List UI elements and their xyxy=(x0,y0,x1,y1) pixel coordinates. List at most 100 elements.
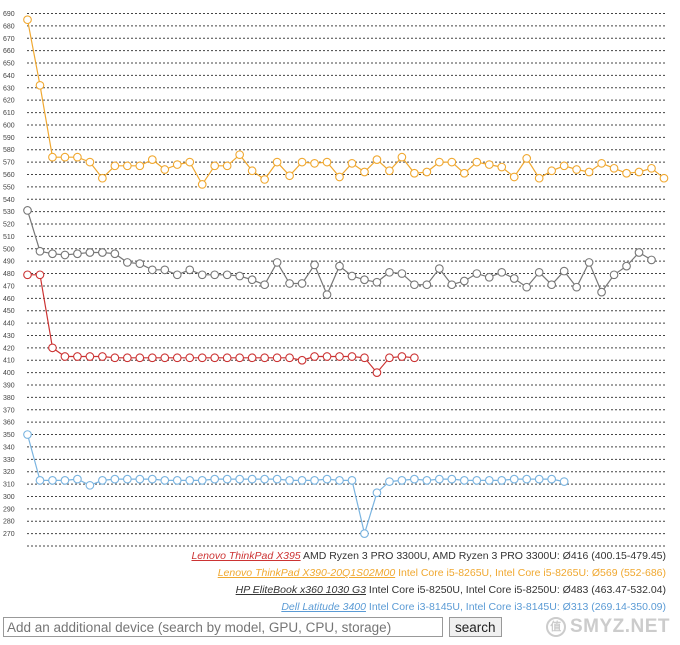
data-point xyxy=(347,352,357,361)
data-point xyxy=(147,474,157,484)
data-point xyxy=(197,180,207,189)
data-point xyxy=(285,279,294,288)
data-point xyxy=(60,352,70,361)
data-point xyxy=(73,474,82,484)
legend-device-link[interactable]: Dell Latitude 3400 xyxy=(281,601,366,613)
data-point xyxy=(260,175,269,184)
series-line-2 xyxy=(27,274,415,374)
y-tick-label: 410 xyxy=(3,358,15,365)
series-line-1 xyxy=(26,210,652,297)
data-point xyxy=(522,154,532,163)
data-point xyxy=(297,355,307,365)
y-tick-label: 380 xyxy=(3,395,15,402)
data-point xyxy=(197,270,207,280)
data-point xyxy=(497,476,507,485)
data-point xyxy=(160,165,170,174)
data-point xyxy=(459,168,469,178)
data-point xyxy=(260,280,269,290)
legend-entry-x395: Lenovo ThinkPad X395 AMD Ryzen 3 PRO 330… xyxy=(191,548,666,565)
data-point xyxy=(285,171,294,181)
data-point xyxy=(210,270,220,280)
data-point xyxy=(522,282,532,292)
data-point xyxy=(85,352,95,361)
watermark: 值 SMYZ.NET xyxy=(545,616,670,638)
data-point xyxy=(310,476,319,485)
data-point xyxy=(472,157,482,167)
data-point xyxy=(447,157,457,167)
data-point xyxy=(297,157,307,167)
data-point xyxy=(397,269,407,278)
y-tick-label: 290 xyxy=(3,506,15,513)
data-point xyxy=(322,352,332,361)
data-point xyxy=(410,168,419,178)
data-point xyxy=(372,277,382,287)
data-point xyxy=(534,173,544,183)
data-point xyxy=(147,265,157,275)
data-point xyxy=(335,172,344,182)
data-point xyxy=(297,279,307,288)
data-point xyxy=(222,353,232,363)
y-tick-label: 390 xyxy=(3,383,15,390)
data-point xyxy=(559,266,569,276)
data-point xyxy=(135,259,145,269)
data-point xyxy=(372,488,382,498)
y-tick-label: 430 xyxy=(3,333,15,340)
data-point xyxy=(48,476,57,485)
legend-device-link[interactable]: HP EliteBook x360 1030 G3 xyxy=(235,584,366,596)
data-point xyxy=(85,248,95,257)
data-point xyxy=(285,353,294,363)
data-point xyxy=(35,246,45,256)
data-point xyxy=(360,353,369,363)
y-tick-label: 450 xyxy=(3,308,15,315)
data-point xyxy=(547,474,557,484)
legend-device-link[interactable]: Lenovo ThinkPad X390-20Q1S02M00 xyxy=(217,567,396,579)
data-point xyxy=(185,353,195,363)
search-button[interactable]: search xyxy=(449,617,502,637)
data-point xyxy=(572,282,581,292)
y-tick-label: 670 xyxy=(3,36,15,43)
y-tick-label: 440 xyxy=(3,321,15,328)
search-input[interactable] xyxy=(3,617,443,637)
y-tick-label: 650 xyxy=(3,61,15,68)
data-point xyxy=(434,264,444,273)
data-point xyxy=(335,476,344,485)
data-point xyxy=(410,353,419,363)
data-point xyxy=(522,474,532,484)
y-tick-label: 280 xyxy=(3,519,15,526)
y-tick-label: 330 xyxy=(3,457,15,464)
data-point xyxy=(247,275,257,285)
data-point xyxy=(572,165,581,174)
data-point xyxy=(122,353,132,363)
data-point xyxy=(509,474,519,484)
data-point xyxy=(422,167,432,177)
data-point xyxy=(135,353,145,363)
legend-device-link[interactable]: Lenovo ThinkPad X395 xyxy=(191,550,301,562)
data-point xyxy=(385,267,394,277)
y-tick-label: 620 xyxy=(3,98,15,105)
data-point xyxy=(647,163,656,173)
y-tick-label: 660 xyxy=(3,48,15,55)
data-point xyxy=(472,476,482,485)
y-tick-label: 570 xyxy=(3,160,15,167)
y-tick-label: 550 xyxy=(3,184,15,191)
data-point xyxy=(372,155,382,164)
y-tick-label: 270 xyxy=(3,531,15,538)
legend-entry-elitebook: HP EliteBook x360 1030 G3 Intel Core i5-… xyxy=(191,582,666,599)
data-point xyxy=(160,353,170,363)
data-point xyxy=(48,249,57,259)
data-point xyxy=(35,476,45,485)
data-point xyxy=(185,157,195,167)
y-tick-label: 350 xyxy=(3,432,15,439)
data-point xyxy=(222,161,232,171)
data-point xyxy=(397,352,407,361)
data-point xyxy=(360,167,369,177)
series-line-0 xyxy=(26,19,665,186)
data-point xyxy=(23,430,32,439)
data-point xyxy=(397,152,407,162)
watermark-logo-icon: 值 xyxy=(545,617,566,637)
data-point xyxy=(60,476,70,485)
data-point xyxy=(85,157,95,167)
y-tick-label: 490 xyxy=(3,259,15,266)
data-point xyxy=(609,163,619,173)
y-tick-label: 590 xyxy=(3,135,15,142)
